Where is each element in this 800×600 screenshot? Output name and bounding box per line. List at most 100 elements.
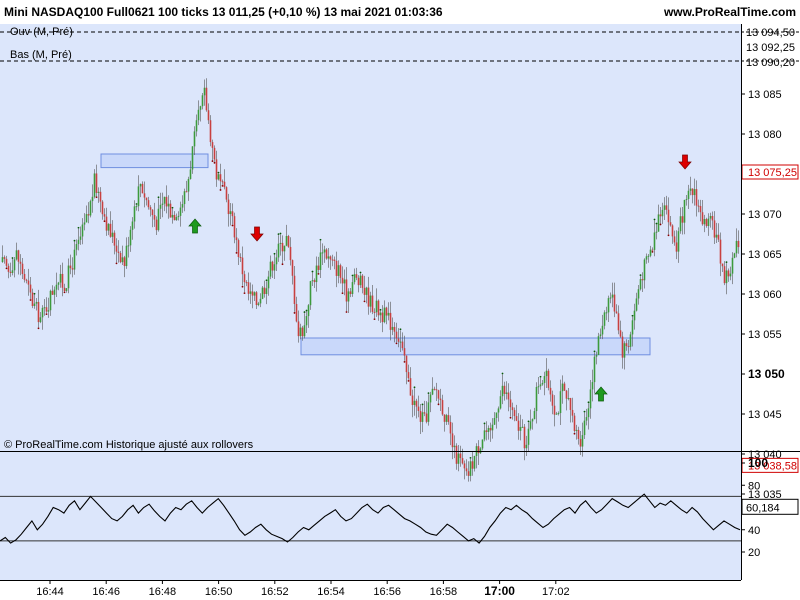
candle [681, 206, 684, 235]
candle [721, 263, 724, 272]
buy-arrow-icon [188, 218, 202, 234]
candle [205, 78, 208, 112]
candle [363, 275, 366, 303]
candle [633, 303, 636, 330]
candle [17, 249, 20, 275]
candle [289, 237, 292, 266]
candle [329, 255, 332, 270]
candle [23, 268, 26, 283]
candle [157, 196, 160, 232]
candle [701, 200, 704, 226]
site-link[interactable]: www.ProRealTime.com [663, 5, 796, 19]
candle [113, 230, 116, 255]
candle [117, 240, 120, 263]
candle [405, 355, 408, 385]
candle [413, 386, 416, 416]
candle [415, 398, 418, 419]
candle [717, 223, 720, 242]
candle [567, 388, 570, 401]
candle [295, 296, 298, 323]
candle [473, 455, 476, 472]
header-bar [0, 0, 800, 24]
candle [465, 459, 468, 476]
candle [165, 185, 168, 214]
candle [555, 411, 558, 415]
candle [107, 223, 110, 236]
candle [585, 408, 588, 426]
candle [51, 285, 54, 295]
oscillator-plot-area[interactable] [0, 452, 741, 580]
candle [193, 126, 196, 155]
candle [287, 234, 290, 248]
candle [731, 252, 734, 285]
candle [705, 217, 708, 228]
candle [699, 199, 702, 222]
candle [523, 423, 526, 461]
price-tick-label: 13 060 [748, 289, 782, 301]
candle [219, 163, 222, 191]
candle [371, 285, 374, 315]
oscillator-levels [0, 495, 741, 542]
candle [463, 460, 466, 480]
candle [181, 195, 184, 213]
buy-arrow-icon [594, 386, 608, 402]
candle [511, 402, 514, 420]
candle [325, 248, 328, 260]
candle [673, 230, 676, 246]
candle [257, 301, 260, 307]
candle [375, 288, 378, 317]
oscillator-tick-label: 40 [748, 525, 760, 537]
candle [227, 193, 230, 227]
candle [591, 369, 594, 402]
candle [321, 243, 324, 265]
candle [483, 422, 486, 442]
time-tick-label: 16:44 [36, 586, 64, 598]
candle [457, 445, 460, 472]
candle [185, 180, 188, 193]
candle [403, 335, 406, 363]
candle [395, 322, 398, 345]
candle [355, 267, 358, 281]
candle [411, 389, 414, 418]
candle [409, 367, 412, 396]
candle [383, 300, 386, 324]
price-tick-label: 13 035 [748, 489, 782, 501]
candle [715, 222, 718, 244]
candle [149, 205, 152, 217]
candle [647, 253, 650, 263]
candle [139, 183, 142, 198]
candle [29, 277, 32, 301]
candle [291, 259, 294, 285]
price-tick-label: 13 050 [748, 367, 785, 381]
main-plot-area[interactable] [0, 24, 741, 451]
candle [241, 246, 244, 288]
candle [553, 395, 556, 427]
candle [581, 422, 584, 457]
candle [677, 227, 680, 263]
candle [437, 389, 440, 406]
candle [177, 211, 180, 221]
candle [525, 435, 528, 456]
candle [547, 368, 550, 391]
candle [621, 331, 624, 369]
candle [175, 213, 178, 221]
candle [617, 305, 620, 335]
candle [573, 412, 576, 435]
candle [301, 325, 304, 341]
candle [519, 414, 522, 441]
candle [151, 209, 154, 228]
candle [223, 169, 226, 190]
candle [637, 285, 640, 305]
bas-value: 13 090,20 [746, 57, 795, 69]
candle [703, 214, 706, 233]
candle [605, 306, 608, 321]
candle [319, 238, 322, 278]
candle [507, 383, 510, 412]
candle [41, 305, 44, 330]
candle [161, 192, 164, 218]
candle [125, 237, 128, 269]
candle [485, 421, 488, 441]
candle [723, 261, 726, 286]
candle [201, 93, 204, 110]
